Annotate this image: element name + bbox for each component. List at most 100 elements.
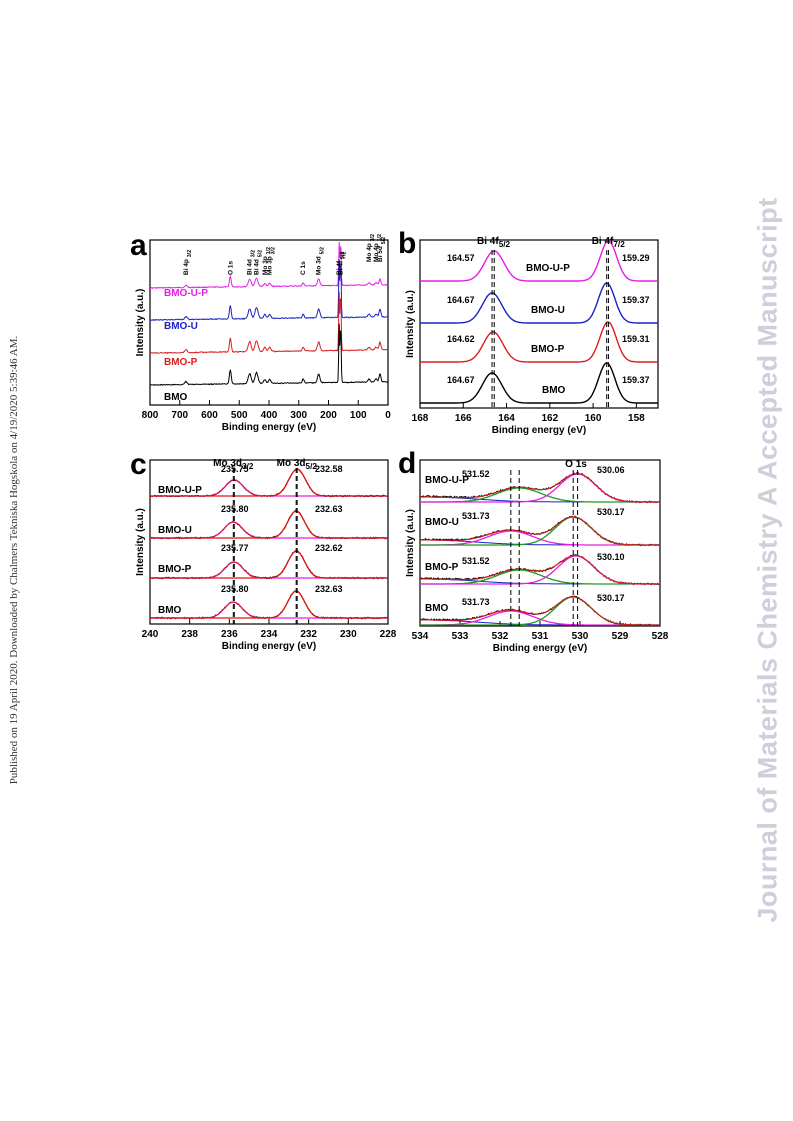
panel-d-peak-title: O 1s	[565, 459, 587, 470]
panel-d-peak1-value: 531.73	[462, 511, 490, 521]
panel-b-peak1-value: 164.67	[447, 295, 475, 305]
panel-b-xtick-label: 162	[541, 413, 558, 424]
panel-c-xtick-label: 232	[300, 629, 317, 640]
panel-a-series-line-BMO	[149, 323, 389, 386]
panel-c-envelope	[150, 510, 388, 539]
panel-b-frame	[419, 239, 659, 409]
panel-c-envelope	[150, 590, 388, 619]
panel-a-xtick-label: 300	[290, 410, 307, 421]
panel-b-peak2-value: 159.37	[622, 375, 650, 385]
panel-c-xtick-label: 240	[142, 629, 159, 640]
panel-a-xtick-label: 100	[350, 410, 367, 421]
panel-c-xtick-label: 230	[340, 629, 357, 640]
panel-b-peak1-value: 164.57	[447, 253, 475, 263]
panel-d-envelope	[420, 516, 660, 546]
panel-d-peak2-value: 530.17	[597, 507, 625, 517]
panel-d-fit-surface-oxygen	[420, 530, 660, 546]
panel-a-xtick-label: 0	[385, 410, 391, 421]
panel-a-series-line-BMO-U-P	[150, 241, 389, 289]
panel-b-peak2-value: 159.37	[622, 295, 650, 305]
panel-b-letter: b	[398, 227, 416, 260]
panel-d-letter: d	[398, 447, 416, 480]
panel-a-xtick-label: 600	[201, 410, 218, 421]
panel-a-xtick-label: 500	[231, 410, 248, 421]
panel-a-series-label: BMO-U-P	[164, 288, 208, 299]
panel-c-series-label: BMO-U-P	[158, 485, 202, 496]
panel-c-peak2-value: 232.63	[315, 504, 343, 514]
panel-b-peak2-value: 159.31	[622, 334, 650, 344]
panel-a-xtick-label: 800	[142, 410, 159, 421]
panel-c-peak-title: Mo 3d3/2	[213, 458, 254, 471]
panel-c-peak2-value: 232.58	[315, 464, 343, 474]
panel-b-series-label: BMO-U	[531, 305, 565, 316]
panel-a-peak-label: Mo 4p 3/2	[366, 234, 376, 262]
panel-c-xtick-label: 228	[380, 629, 397, 640]
panel-d-xtick-label: 529	[612, 631, 629, 642]
panel-b-x-axis-label: Binding energy (eV)	[492, 425, 586, 436]
panel-a-peak-label: Bi 4d 5/2	[254, 250, 264, 275]
panel-c-peak-title: Mo 3d5/2	[277, 458, 318, 471]
panel-d-envelope	[420, 473, 660, 503]
panel-a-xtick-label: 700	[171, 410, 188, 421]
panel-d-series-label: BMO-U-P	[425, 475, 469, 486]
panel-a-letter: a	[130, 229, 147, 262]
panel-a-peak-label: C 1s	[300, 261, 307, 275]
panel-d-envelope	[420, 554, 660, 585]
panel-a-series-label: BMO-U	[164, 321, 198, 332]
panel-a-series-label: BMO	[164, 392, 188, 403]
panel-c-series-label: BMO	[158, 605, 182, 616]
panel-d-peak1-value: 531.73	[462, 597, 490, 607]
panel-a-x-axis-label: Binding energy (eV)	[222, 422, 316, 433]
panel-b-peak-title: Bi 4f7/2	[592, 236, 626, 249]
panel-c-peak2-value: 232.63	[315, 584, 343, 594]
panel-b-series-line-BMO	[420, 362, 658, 404]
panel-b-series-line-BMO-P	[420, 321, 658, 363]
panel-a-series-line-BMO-U	[149, 258, 389, 321]
panel-d-xtick-label: 528	[652, 631, 669, 642]
panel-b-series-line-BMO-U-P	[420, 240, 658, 282]
panel-c-series-label: BMO-U	[158, 525, 192, 536]
panel-d-y-axis-label: Intensity (a.u.)	[405, 509, 416, 577]
panel-d-peak2-value: 530.17	[597, 593, 625, 603]
panel-c-fit-3d32	[150, 601, 388, 619]
panel-d-series-label: BMO	[425, 603, 449, 614]
panel-b-peak2-value: 159.29	[622, 253, 650, 263]
panel-c-xtick-label: 238	[181, 629, 198, 640]
panel-d-series-label: BMO-U	[425, 517, 459, 528]
panel-a-series-line-BMO-P	[149, 291, 388, 354]
panel-d-peak2-value: 530.10	[597, 552, 625, 562]
panel-a-peak-label: Bi 4f 5/2	[336, 252, 346, 275]
panel-b-xtick-label: 164	[498, 413, 515, 424]
panel-b-series-label: BMO	[542, 385, 566, 396]
panel-c-x-axis-label: Binding energy (eV)	[222, 641, 316, 652]
panel-b-peak-title: Bi 4f5/2	[477, 236, 511, 249]
panel-c-envelope	[150, 468, 388, 497]
panel-b-series-line-BMO-U	[420, 282, 658, 324]
panel-d-xtick-label: 534	[412, 631, 429, 642]
panel-b-y-axis-label: Intensity (a.u.)	[405, 290, 416, 358]
panel-a-peak-label: Mo 3p 3/2	[267, 247, 277, 275]
panel-c-xtick-label: 236	[221, 629, 238, 640]
panel-b-series-label: BMO-U-P	[526, 263, 570, 274]
panel-c-xtick-label: 234	[261, 629, 278, 640]
panel-a-peak-label: Mo 3d 5/2	[316, 247, 326, 275]
panel-b-peak1-value: 164.67	[447, 375, 475, 385]
panel-b-xtick-label: 158	[628, 413, 645, 424]
panel-a-peak-label: Mo 3p 1/2	[262, 247, 272, 275]
panel-c-envelope	[150, 550, 388, 579]
panel-a-peak-label: Mo 4p 1/2	[373, 234, 383, 262]
panel-b-series-label: BMO-P	[531, 344, 565, 355]
panel-a-peak-label: Bi 4p 3/2	[183, 250, 193, 275]
panel-c-raw-line-BMO	[149, 590, 389, 620]
panel-d-peak1-value: 531.52	[462, 556, 490, 566]
panel-b-peak1-value: 164.62	[447, 334, 475, 344]
panel-c-peak2-value: 232.62	[315, 543, 343, 553]
panel-c-fit-3d52	[150, 590, 388, 619]
panel-d-xtick-label: 531	[532, 631, 549, 642]
panel-d-xtick-label: 533	[452, 631, 469, 642]
panel-a-peak-label: Bi 5d 5/2	[377, 237, 387, 262]
panel-b-xtick-label: 160	[585, 413, 602, 424]
panel-d-series-label: BMO-P	[425, 562, 459, 573]
panel-c-letter: c	[130, 448, 147, 481]
